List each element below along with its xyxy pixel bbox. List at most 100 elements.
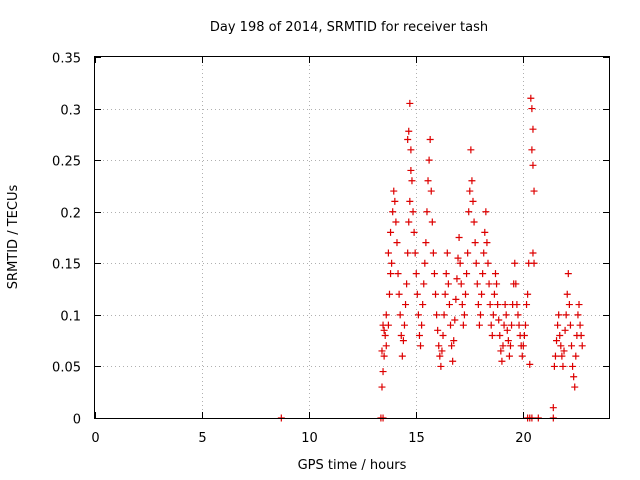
data-point [569, 362, 577, 370]
data-point [415, 331, 423, 339]
data-point [395, 290, 403, 298]
data-point [484, 259, 492, 267]
data-point [511, 259, 519, 267]
y-tick-label: 0.15 [52, 258, 81, 273]
data-point [550, 362, 558, 370]
data-point [405, 218, 413, 226]
data-point [384, 249, 392, 257]
data-point [497, 347, 505, 355]
data-point [380, 352, 388, 360]
data-point [450, 337, 458, 345]
data-point [425, 156, 433, 164]
data-point [454, 254, 462, 262]
y-tick-label: 0.25 [52, 155, 81, 170]
data-point [479, 270, 487, 278]
data-point [427, 187, 435, 195]
data-point [448, 342, 456, 350]
data-point [445, 301, 453, 309]
data-point [519, 342, 527, 350]
data-point [412, 270, 420, 278]
data-point [474, 301, 482, 309]
data-point [447, 321, 455, 329]
data-point [575, 301, 583, 309]
data-point [549, 404, 557, 412]
data-point [441, 290, 449, 298]
data-point [378, 347, 386, 355]
data-point [391, 197, 399, 205]
data-point [421, 259, 429, 267]
data-point [505, 352, 513, 360]
data-point [566, 321, 574, 329]
data-point [396, 311, 404, 319]
data-point [449, 357, 457, 365]
data-point [388, 259, 396, 267]
data-point [478, 290, 486, 298]
data-point [394, 270, 402, 278]
data-point [529, 249, 537, 257]
data-point [456, 259, 464, 267]
data-point [561, 326, 569, 334]
x-tick-label: 10 [301, 431, 318, 446]
data-point [555, 311, 563, 319]
data-point [414, 311, 422, 319]
data-point [528, 146, 536, 154]
plot-frame [94, 56, 610, 419]
data-point [387, 228, 395, 236]
data-point [524, 290, 532, 298]
data-point [570, 373, 578, 381]
data-point [528, 105, 536, 113]
data-point [439, 331, 447, 339]
data-point [402, 301, 410, 309]
data-point [409, 208, 417, 216]
data-point [404, 249, 412, 257]
data-point [408, 177, 416, 185]
data-point [554, 321, 562, 329]
data-point [429, 249, 437, 257]
data-point [501, 301, 509, 309]
data-point [518, 352, 526, 360]
data-point [559, 362, 567, 370]
data-point [424, 177, 432, 185]
x-tick-label: 5 [198, 431, 206, 446]
data-point [385, 290, 393, 298]
data-point [481, 228, 489, 236]
data-point [453, 275, 461, 283]
data-point [500, 321, 508, 329]
data-point [493, 280, 501, 288]
data-point [472, 259, 480, 267]
data-point [435, 342, 443, 350]
data-point [514, 311, 522, 319]
x-tick-label: 20 [515, 431, 532, 446]
data-point [494, 301, 502, 309]
data-point [520, 331, 528, 339]
data-point [526, 360, 534, 368]
data-point [469, 197, 477, 205]
data-point [483, 239, 491, 247]
data-point [407, 166, 415, 174]
data-point [413, 290, 421, 298]
data-point [442, 270, 450, 278]
data-point [515, 321, 523, 329]
data-point [451, 316, 459, 324]
data-point [467, 146, 475, 154]
data-point [477, 311, 484, 319]
data-point [572, 352, 580, 360]
data-point [433, 311, 441, 319]
data-point [384, 321, 392, 329]
data-point [578, 342, 586, 350]
data-point [459, 321, 467, 329]
data-point [562, 311, 570, 319]
data-point [382, 342, 390, 350]
data-point [568, 342, 576, 350]
data-point [556, 331, 564, 339]
data-point [392, 218, 400, 226]
data-point [560, 347, 568, 355]
data-point [403, 280, 411, 288]
data-point [557, 342, 565, 350]
data-point [404, 136, 412, 144]
data-point [504, 337, 512, 345]
data-point [487, 321, 495, 329]
data-point [468, 177, 476, 185]
data-point [382, 311, 390, 319]
